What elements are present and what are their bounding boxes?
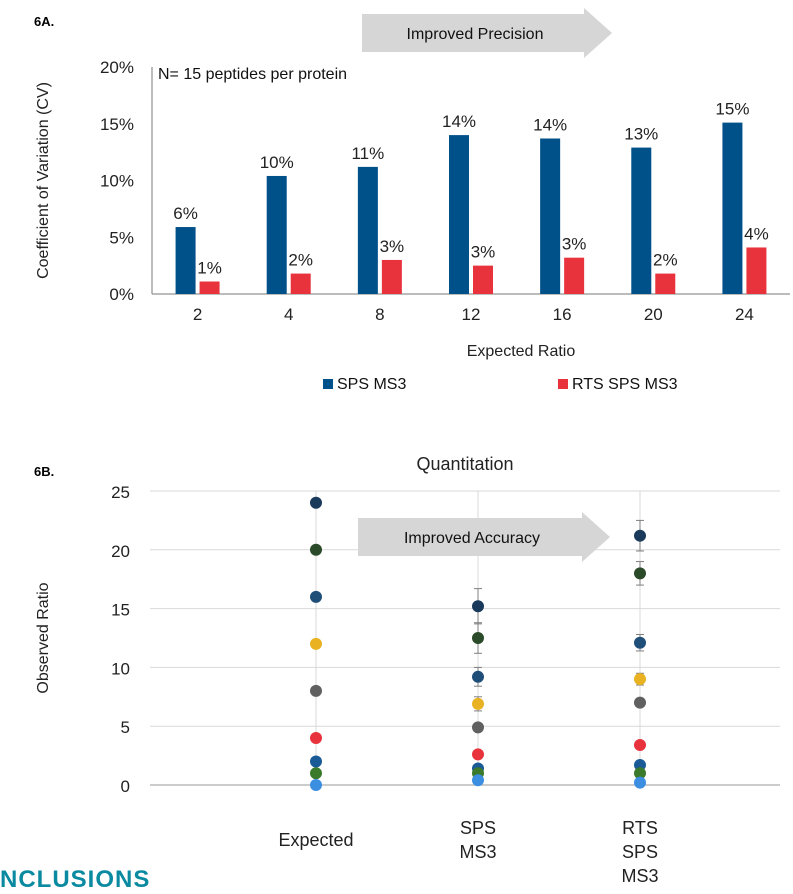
quantitation-scatter-chart: Quantitation Observed Ratio 0 5 10 15 20 25 Expe… [35, 454, 780, 886]
y-tick-label: 10% [100, 172, 134, 191]
scatter-point [310, 684, 322, 697]
x-tick-label: 20 [644, 305, 663, 324]
data-label: 3% [562, 235, 587, 254]
sps-ms3-bar [449, 135, 469, 294]
data-label: 3% [471, 243, 496, 262]
scatter-point [634, 673, 646, 686]
scatter-point [310, 637, 322, 650]
legend-label: RTS SPS MS3 [572, 376, 678, 393]
section-heading-partial: NCLUSIONS [0, 866, 151, 893]
data-label: 11% [351, 144, 384, 163]
scatter-point [634, 567, 646, 580]
panel-a-label: 6A. [34, 14, 54, 29]
scatter-point [472, 721, 484, 734]
x-category-label: RTS SPS MS3 [621, 818, 658, 886]
y-tick-label: 20 [111, 542, 130, 561]
x-tick-label: 16 [553, 305, 572, 324]
y-tick-label: 5% [109, 228, 134, 247]
y-axis-title: Observed Ratio [35, 582, 52, 693]
x-tick-label: 24 [735, 305, 754, 324]
rts-sps-ms3-bar [746, 247, 767, 294]
legend: SPS MS3 RTS SPS MS3 [323, 376, 678, 393]
data-label: 3% [380, 237, 405, 256]
scatter-point [310, 590, 322, 603]
rts-sps-ms3-bar [473, 265, 493, 294]
improved-precision-arrow: Improved Precision [362, 8, 612, 58]
rts-sps-ms3-bar [655, 273, 676, 294]
improved-precision-arrow-shape [362, 8, 612, 58]
legend-swatch [323, 379, 333, 389]
improved-accuracy-arrow-label: Improved Accuracy [404, 530, 540, 547]
scatter-point [472, 748, 484, 761]
scatter-point [472, 670, 484, 683]
improved-precision-arrow-label: Improved Precision [407, 26, 544, 43]
scatter-point [310, 779, 322, 791]
y-tick-label: 20% [100, 58, 134, 77]
sps-ms3-bar [631, 147, 652, 294]
x-category-label: Expected [278, 830, 353, 850]
scatter-point [634, 636, 646, 649]
data-label: 14% [442, 112, 476, 131]
data-label: 2% [288, 251, 313, 270]
data-label: 15% [715, 100, 749, 119]
scatter-point [310, 543, 322, 556]
sps-ms3-bar [540, 138, 561, 294]
chart-title: Quantitation [416, 454, 513, 474]
scatter-point [634, 767, 646, 780]
y-tick-label: 0 [121, 777, 130, 796]
cv-bar-chart: Coefficient of Variation (CV) 0% 5% 10% 15% 2… [35, 58, 790, 393]
data-label: 4% [744, 224, 769, 243]
sample-size-note: N= 15 peptides per protein [158, 66, 347, 83]
y-tick-label: 10 [111, 659, 130, 678]
data-label: 2% [653, 251, 678, 270]
scatter-point [634, 529, 646, 542]
scatter-point [472, 774, 484, 787]
y-tick-label: 5 [121, 718, 130, 737]
data-label: 1% [197, 259, 222, 278]
y-axis-title: Coefficient of Variation (CV) [35, 82, 52, 279]
legend-label: SPS MS3 [337, 376, 406, 393]
y-tick-label: 15% [100, 115, 134, 134]
x-tick-label: 8 [375, 305, 384, 324]
y-tick-label: 0% [109, 285, 134, 304]
y-tick-label: 25 [111, 483, 130, 502]
x-tick-label: 12 [462, 305, 481, 324]
scatter-point [310, 496, 322, 509]
scatter-point [634, 776, 646, 789]
sps-ms3-bar [357, 166, 378, 294]
rts-sps-ms3-bar [290, 273, 311, 294]
improved-accuracy-arrow-shape [358, 512, 610, 562]
rts-sps-ms3-bar [381, 259, 402, 294]
data-label: 10% [260, 153, 294, 172]
scatter-point [634, 696, 646, 709]
scatter-point [310, 755, 322, 768]
data-label: 14% [533, 116, 567, 135]
panel-b-label: 6B. [34, 464, 54, 479]
scatter-point [472, 632, 484, 644]
data-label: 13% [624, 125, 658, 144]
y-tick-label: 15 [111, 601, 130, 620]
scatter-point [310, 731, 322, 744]
scatter-point [472, 600, 484, 613]
scatter-point [472, 697, 484, 710]
data-label: 6% [173, 204, 198, 223]
x-tick-label: 2 [193, 305, 202, 324]
legend-swatch [558, 379, 568, 389]
improved-precision-arrow: Improved Precision [362, 8, 612, 58]
x-axis-title: Expected Ratio [467, 343, 576, 360]
scatter-point [634, 759, 646, 772]
rts-sps-ms3-bar [199, 281, 220, 294]
x-tick-label: 4 [284, 305, 293, 324]
rts-sps-ms3-bar [564, 257, 585, 294]
sps-ms3-bar [175, 227, 196, 294]
sps-ms3-bar [266, 175, 287, 294]
x-category-label: SPS MS3 [459, 818, 496, 862]
sps-ms3-bar [722, 122, 743, 295]
improved-accuracy-arrow: Improved Accuracy [358, 512, 610, 562]
scatter-point [634, 739, 646, 752]
scatter-point [310, 767, 322, 780]
